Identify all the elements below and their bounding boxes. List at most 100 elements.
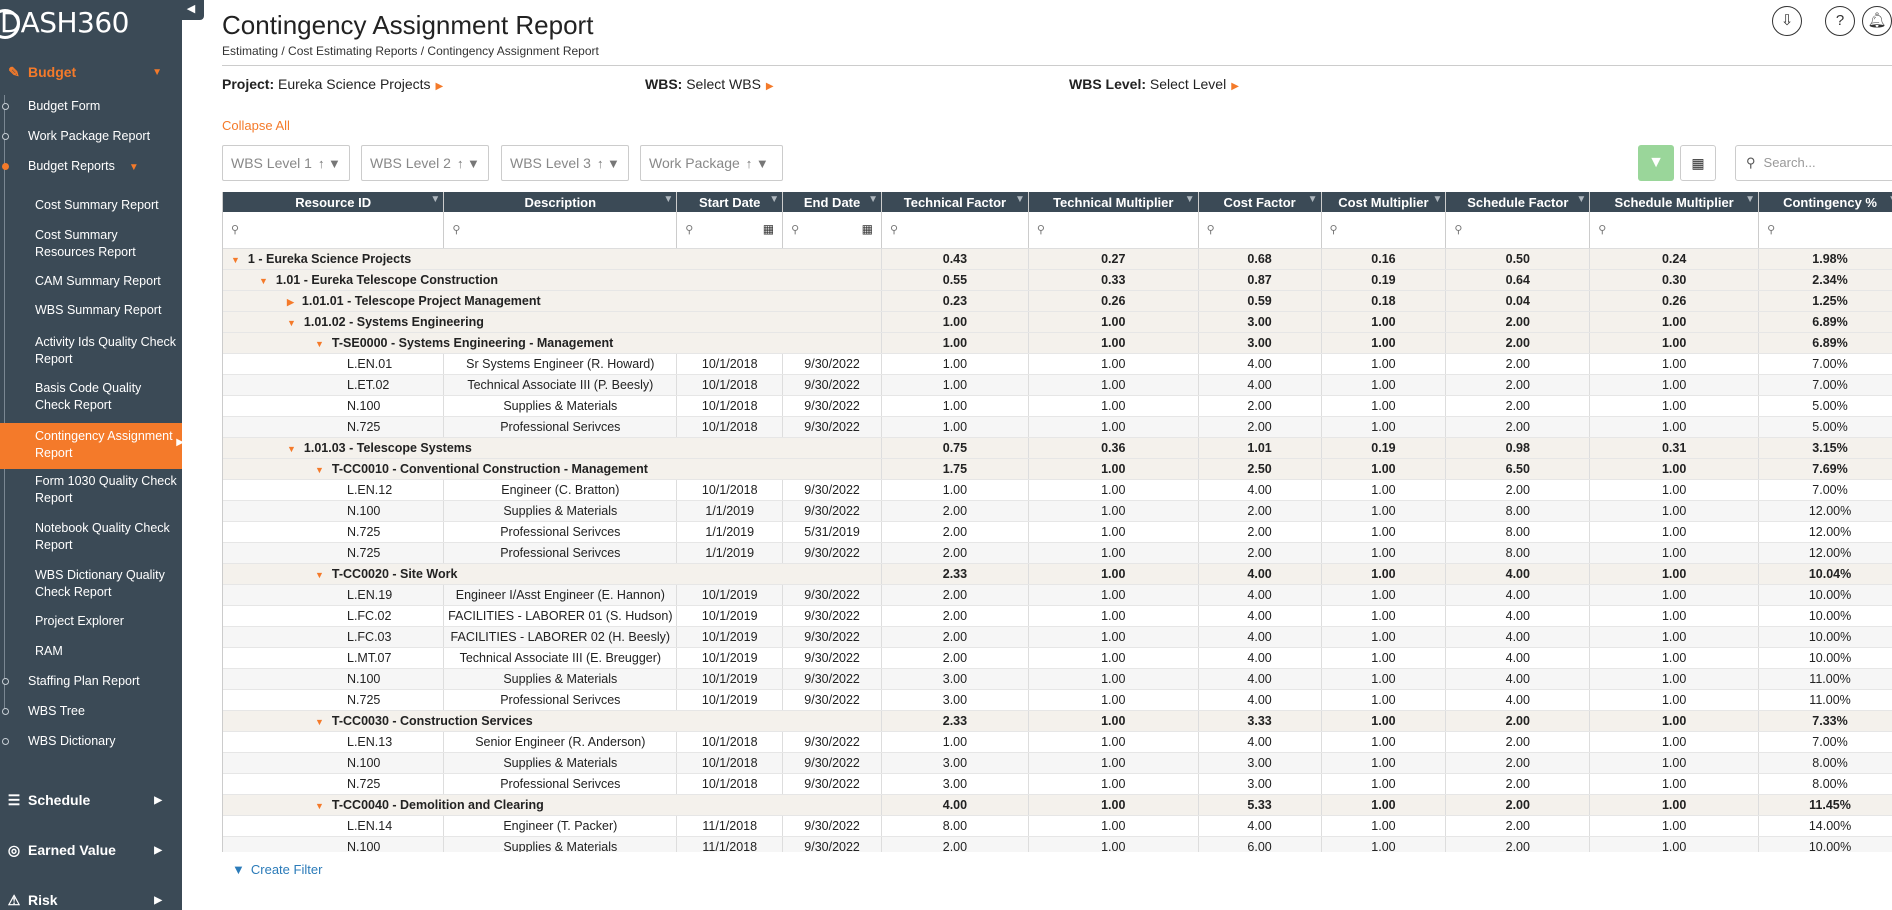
sidebar-subitem-cam-summary[interactable]: CAM Summary Report bbox=[35, 274, 161, 288]
column-filter-icon[interactable]: ▼ bbox=[1432, 194, 1443, 205]
sidebar-subitem-contingency-assignment[interactable]: Contingency Assignment Report ▶ bbox=[0, 423, 182, 469]
group-chip-wbs-level-2[interactable]: WBS Level 2 ↑ ▼ bbox=[361, 145, 489, 181]
wbs-selector[interactable]: WBS: Select WBS ▶ bbox=[645, 76, 774, 92]
sidebar-subitem-cost-summary[interactable]: Cost Summary Report bbox=[35, 198, 159, 212]
sidebar-subitem-notebook-check[interactable]: Notebook Quality Check Report bbox=[35, 521, 170, 552]
group-row[interactable]: ▼ 1.01 - Eureka Telescope Construction 0.5… bbox=[223, 269, 1892, 291]
calendar-icon[interactable]: ▦ bbox=[861, 222, 873, 236]
column-filter-icon[interactable]: ▼ bbox=[1888, 194, 1892, 205]
column-filter-input[interactable]: ⚲ bbox=[1321, 212, 1447, 249]
sidebar-section-risk[interactable]: ⚠ Risk ▶ bbox=[0, 880, 182, 910]
table-row[interactable]: N.100 Supplies & Materials 1/1/2019 9/30/20… bbox=[223, 500, 1892, 522]
collapse-toggle-icon[interactable]: ▼ bbox=[315, 569, 324, 580]
table-row[interactable]: N.100 Supplies & Materials 11/1/2018 9/30/2… bbox=[223, 836, 1892, 852]
sidebar-subitem-project-explorer[interactable]: Project Explorer bbox=[35, 614, 124, 628]
sidebar-item-staffing-plan[interactable]: Staffing Plan Report bbox=[2, 673, 178, 690]
column-header[interactable]: Technical Factor ▼ bbox=[881, 192, 1029, 212]
column-header[interactable]: Cost Multiplier ▼ bbox=[1321, 192, 1447, 212]
collapse-all-link[interactable]: Collapse All bbox=[222, 118, 290, 133]
column-filter-input[interactable]: ⚲ bbox=[223, 212, 445, 249]
column-filter-input[interactable]: ⚲ ▦ bbox=[676, 212, 784, 249]
search-input[interactable]: ⚲ Search... bbox=[1735, 145, 1892, 181]
table-row[interactable]: N.725 Professional Serivces 10/1/2019 9/30/… bbox=[223, 689, 1892, 711]
calendar-icon[interactable]: ▦ bbox=[762, 222, 775, 236]
create-filter-link[interactable]: ▼ Create Filter bbox=[232, 862, 322, 877]
export-excel-button[interactable]: ▦ bbox=[1680, 145, 1716, 181]
column-filter-icon[interactable]: ▼ bbox=[868, 194, 878, 205]
help-button[interactable]: ? bbox=[1825, 6, 1855, 36]
download-button[interactable]: ⇩ bbox=[1772, 6, 1802, 36]
group-chip-work-package[interactable]: Work Package ↑ ▼ bbox=[640, 145, 783, 181]
wbs-level-selector[interactable]: WBS Level: Select Level ▶ bbox=[1069, 76, 1239, 92]
column-filter-icon[interactable]: ▼ bbox=[430, 194, 441, 205]
table-row[interactable]: L.EN.14 Engineer (T. Packer) 11/1/2018 9/30… bbox=[223, 815, 1892, 837]
table-row[interactable]: N.725 Professional Serivces 1/1/2019 5/31/2… bbox=[223, 521, 1892, 543]
column-filter-input[interactable]: ⚲ bbox=[1758, 212, 1892, 249]
table-row[interactable]: L.EN.01 Sr Systems Engineer (R. Howard) 10… bbox=[223, 353, 1892, 375]
column-filter-input[interactable]: ⚲ bbox=[1198, 212, 1322, 249]
collapse-toggle-icon[interactable]: ▼ bbox=[287, 443, 296, 454]
sidebar-subitem-cost-summary-resources[interactable]: Cost Summary Resources Report bbox=[35, 228, 136, 259]
column-header[interactable]: Technical Multiplier ▼ bbox=[1028, 192, 1199, 212]
group-row[interactable]: ▼ T-CC0010 - Conventional Construction - … bbox=[223, 458, 1892, 480]
table-row[interactable]: N.100 Supplies & Materials 10/1/2018 9/30/2… bbox=[223, 752, 1892, 774]
collapse-toggle-icon[interactable]: ▼ bbox=[315, 716, 324, 727]
table-row[interactable]: N.725 Professional Serivces 10/1/2018 9/30/… bbox=[223, 773, 1892, 795]
column-header[interactable]: Schedule Factor ▼ bbox=[1445, 192, 1591, 212]
sidebar-subitem-form-1030-check[interactable]: Form 1030 Quality Check Report bbox=[35, 474, 177, 505]
table-row[interactable]: L.ET.02 Technical Associate III (P. Beesl… bbox=[223, 374, 1892, 396]
table-row[interactable]: L.FC.02 FACILITIES - LABORER 01 (S. Hudso… bbox=[223, 605, 1892, 627]
column-filter-input[interactable]: ⚲ ▦ bbox=[782, 212, 882, 249]
group-row[interactable]: ▶ 1.01.01 - Telescope Project Management 0… bbox=[223, 290, 1892, 312]
column-header[interactable]: End Date ▼ bbox=[782, 192, 882, 212]
column-header[interactable]: Description ▼ bbox=[443, 192, 678, 212]
group-row[interactable]: ▼ 1.01.02 - Systems Engineering 1.00 1.00 3.… bbox=[223, 311, 1892, 333]
filter-toggle-button[interactable]: ▼ bbox=[1638, 145, 1674, 181]
column-filter-input[interactable]: ⚲ bbox=[1589, 212, 1760, 249]
table-row[interactable]: N.100 Supplies & Materials 10/1/2018 9/30/2… bbox=[223, 395, 1892, 417]
sidebar-subitem-activity-ids-check[interactable]: Activity Ids Quality Check Report bbox=[35, 335, 177, 366]
column-filter-input[interactable]: ⚲ bbox=[443, 212, 678, 249]
column-filter-icon[interactable]: ▼ bbox=[1014, 194, 1025, 205]
sidebar-item-wbs-tree[interactable]: WBS Tree bbox=[2, 703, 178, 720]
group-row[interactable]: ▼ T-CC0030 - Construction Services 2.33 1.0… bbox=[223, 710, 1892, 732]
sidebar-section-budget[interactable]: ✎ Budget ▼ bbox=[0, 52, 182, 92]
collapse-toggle-icon[interactable]: ▼ bbox=[315, 800, 324, 811]
collapse-toggle-icon[interactable]: ▼ bbox=[231, 254, 240, 265]
column-filter-icon[interactable]: ▼ bbox=[663, 194, 674, 205]
column-header[interactable]: Contingency % ▼ bbox=[1758, 192, 1892, 212]
sidebar-subitem-wbs-dictionary-check[interactable]: WBS Dictionary Quality Check Report bbox=[35, 568, 165, 599]
project-selector[interactable]: Project: Eureka Science Projects ▶ bbox=[222, 76, 443, 92]
collapse-toggle-icon[interactable]: ▼ bbox=[315, 338, 324, 349]
sidebar-subitem-ram[interactable]: RAM bbox=[35, 644, 63, 658]
collapse-toggle-icon[interactable]: ▼ bbox=[287, 317, 296, 328]
sidebar-subitem-basis-code-check[interactable]: Basis Code Quality Check Report bbox=[35, 381, 142, 412]
expand-toggle-icon[interactable]: ▶ bbox=[287, 296, 294, 307]
table-row[interactable]: L.EN.13 Senior Engineer (R. Anderson) 10/1… bbox=[223, 731, 1892, 753]
group-row[interactable]: ▼ T-SE0000 - Systems Engineering - Manage… bbox=[223, 332, 1892, 354]
group-chip-wbs-level-1[interactable]: WBS Level 1 ↑ ▼ bbox=[222, 145, 350, 181]
sidebar-item-work-package-report[interactable]: Work Package Report bbox=[2, 128, 178, 145]
column-filter-input[interactable]: ⚲ bbox=[1445, 212, 1591, 249]
sidebar-item-wbs-dictionary[interactable]: WBS Dictionary bbox=[2, 733, 178, 750]
column-header[interactable]: Schedule Multiplier ▼ bbox=[1589, 192, 1760, 212]
column-filter-icon[interactable]: ▼ bbox=[1745, 194, 1756, 205]
column-header[interactable]: Cost Factor ▼ bbox=[1198, 192, 1322, 212]
column-header[interactable]: Start Date ▼ bbox=[676, 192, 784, 212]
table-row[interactable]: L.MT.07 Technical Associate III (E. Breug… bbox=[223, 647, 1892, 669]
sidebar-section-schedule[interactable]: ☰ Schedule ▶ bbox=[0, 780, 182, 820]
sidebar-item-budget-reports[interactable]: Budget Reports ▼ bbox=[2, 158, 178, 176]
group-row[interactable]: ▼ T-CC0040 - Demolition and Clearing 4.00 1… bbox=[223, 794, 1892, 816]
column-filter-icon[interactable]: ▼ bbox=[1184, 194, 1195, 205]
table-row[interactable]: N.725 Professional Serivces 1/1/2019 9/30/2… bbox=[223, 542, 1892, 564]
collapse-toggle-icon[interactable]: ▼ bbox=[315, 464, 324, 475]
table-row[interactable]: L.FC.03 FACILITIES - LABORER 02 (H. Beesl… bbox=[223, 626, 1892, 648]
sidebar-subitem-wbs-summary[interactable]: WBS Summary Report bbox=[35, 303, 162, 317]
column-filter-input[interactable]: ⚲ bbox=[1028, 212, 1199, 249]
table-row[interactable]: N.100 Supplies & Materials 10/1/2019 9/30/2… bbox=[223, 668, 1892, 690]
table-row[interactable]: L.EN.12 Engineer (C. Bratton) 10/1/2018 9/3… bbox=[223, 479, 1892, 501]
group-row[interactable]: ▼ 1.01.03 - Telescope Systems 0.75 0.36 1.01… bbox=[223, 437, 1892, 459]
column-filter-icon[interactable]: ▼ bbox=[769, 194, 780, 205]
table-row[interactable]: L.EN.19 Engineer I/Asst Engineer (E. Hann… bbox=[223, 584, 1892, 606]
sidebar-collapse-button[interactable]: ◀ bbox=[178, 0, 204, 20]
